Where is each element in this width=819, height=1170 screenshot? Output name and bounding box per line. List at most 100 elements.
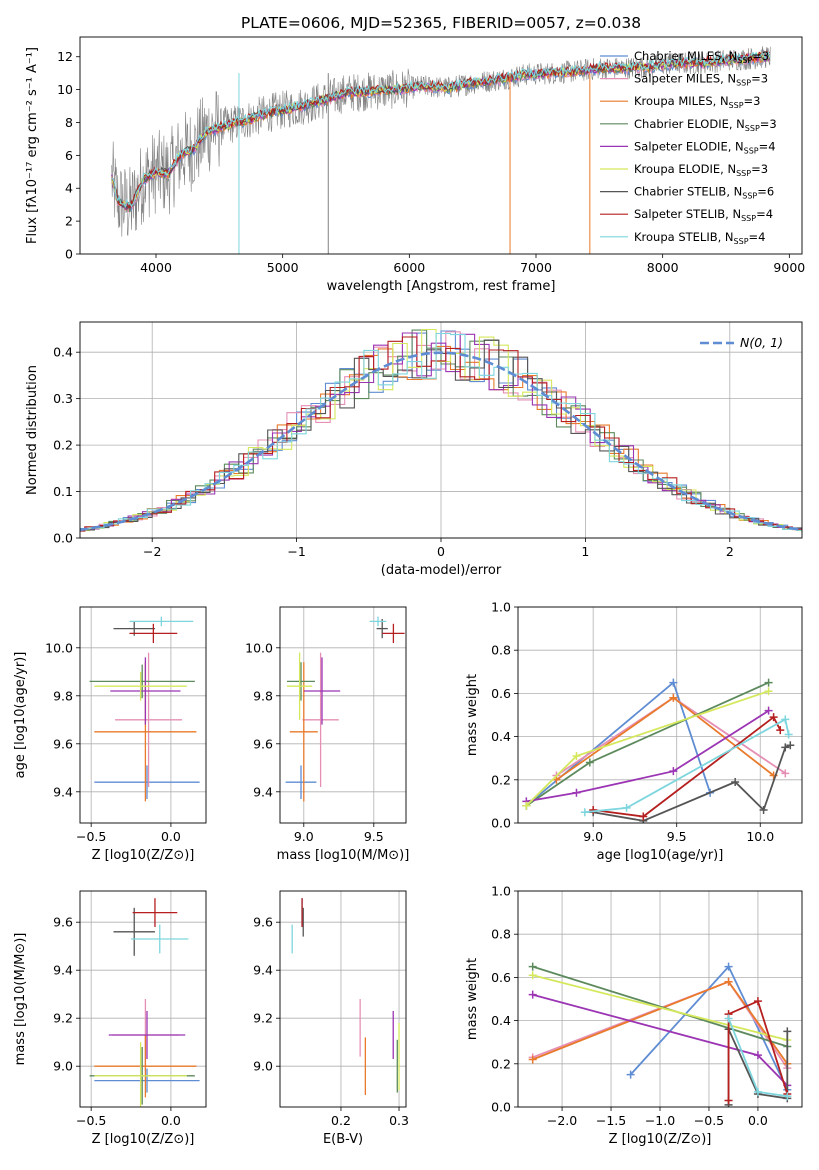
marker-plus — [522, 801, 531, 810]
age_vs_mass-panel: 9.0 9.5 9.4 9.6 9.8 10.0 mass [log10(M/M⊙)] — [245, 606, 410, 863]
y-tick-label: 0.8 — [491, 643, 511, 658]
marker-plus — [724, 977, 733, 986]
point-salpeter-elodie — [110, 657, 181, 725]
marker-plus — [784, 730, 793, 739]
y-tick-label: 8 — [65, 115, 73, 130]
axes-frame — [79, 890, 207, 1108]
x-tick-label: 6000 — [393, 260, 425, 275]
point-salpeter-stelib — [129, 623, 178, 643]
histogram-kroupa-stelib — [80, 332, 802, 531]
point-kroupa-miles — [94, 1035, 197, 1098]
x-tick-label: 9000 — [773, 260, 805, 275]
x-axis-label: wavelength [Angstrom, rest frame] — [327, 279, 556, 294]
marker-plus — [639, 812, 648, 821]
legend-label: Salpeter ELODIE, NSSP=4 — [634, 139, 776, 155]
x-tick-label: 10.0 — [746, 829, 774, 844]
y-tick-label: 9.0 — [253, 1059, 273, 1074]
point-chabrier-stelib — [113, 907, 155, 956]
y-axis-label: mass weight — [465, 674, 480, 756]
line-chabrier-elodie — [532, 965, 788, 1048]
x-tick-label: 9.5 — [364, 829, 384, 844]
y-tick-label: 0.1 — [53, 484, 73, 499]
axes-frame — [517, 606, 803, 824]
marker-plus — [731, 777, 740, 786]
axes-frame — [79, 36, 803, 255]
legend: Chabrier MILES, NSSP=3 Salpeter MILES, NS… — [600, 49, 777, 246]
point-kroupa-miles — [289, 662, 318, 802]
x-tick-label: 0.2 — [331, 1113, 351, 1128]
marker-plus — [783, 1027, 792, 1036]
x-tick-label: 0.3 — [389, 1113, 409, 1128]
point-kroupa-elodie — [287, 652, 313, 720]
y-tick-label: 9.6 — [53, 915, 73, 930]
point-salpeter-stelib — [382, 623, 405, 643]
x-tick-label: 2 — [726, 544, 734, 559]
gaussian-curve — [80, 351, 802, 532]
marker-plus — [572, 752, 581, 761]
x-tick-label: −1.0 — [645, 1113, 675, 1128]
y-axis-label: Normed distribution — [25, 365, 40, 495]
marker-plus — [669, 678, 678, 687]
point-kroupa-elodie — [94, 1042, 187, 1107]
y-tick-label: 1.0 — [491, 884, 511, 899]
y-tick-label: 10.0 — [245, 640, 273, 655]
age_vs_Z-panel: −0.5 0.0 9.4 9.6 9.8 10.0 Z [log10(Z/Z⊙)] age [… — [13, 606, 207, 863]
x-axis-label: (data-model)/error — [381, 563, 502, 578]
legend: N(0, 1) — [700, 335, 783, 350]
point-salpeter-elodie — [108, 1011, 186, 1059]
line-salpeter-elodie — [526, 709, 770, 803]
marker-plus — [580, 808, 589, 817]
y-tick-label: 0.6 — [491, 686, 511, 701]
line-kroupa-stelib — [584, 717, 790, 814]
point-salpeter-stelib — [132, 898, 178, 927]
x-axis-label: mass [log10(M/M⊙)] — [277, 848, 410, 863]
axes-frame — [279, 890, 407, 1108]
marker-plus — [585, 758, 594, 767]
marker-plus — [764, 706, 773, 715]
marker-plus — [786, 741, 795, 750]
y-tick-label: 9.6 — [253, 915, 273, 930]
x-tick-label: 7000 — [520, 260, 552, 275]
y-tick-label: 0.4 — [491, 729, 511, 744]
point-chabrier-miles — [94, 765, 200, 799]
marker-plus — [622, 803, 631, 812]
marker-plus — [783, 1092, 792, 1101]
histograms — [80, 328, 802, 533]
axes-frame — [79, 606, 207, 824]
point-kroupa-stelib — [129, 616, 194, 627]
point-salpeter-elodie — [303, 657, 341, 725]
x-tick-label: −0.5 — [76, 829, 106, 844]
legend-label: Chabrier MILES, NSSP=3 — [634, 49, 769, 65]
mass_vs_Z-panel: −0.5 0.0 9.0 9.2 9.4 9.6 Z [log10(Z/Z⊙)] mass [… — [13, 890, 207, 1147]
x-tick-label: 0.0 — [161, 1113, 181, 1128]
x-tick-label: 9.5 — [667, 829, 687, 844]
y-tick-label: 2 — [65, 214, 73, 229]
errorbars — [89, 898, 200, 1107]
y-tick-label: 10.0 — [45, 640, 73, 655]
marker-plus — [626, 1070, 635, 1079]
errorbars — [291, 898, 400, 1095]
point-chabrier-miles — [94, 1068, 200, 1093]
legend-label: Chabrier ELODIE, NSSP=3 — [634, 117, 777, 133]
line-kroupa-elodie — [532, 974, 788, 1041]
y-tick-label: 0.8 — [491, 927, 511, 942]
marker-plus — [528, 962, 537, 971]
y-tick-label: 6 — [65, 148, 73, 163]
line-kroupa-miles — [555, 696, 775, 781]
legend-label: Kroupa ELODIE, NSSP=3 — [634, 162, 768, 178]
marker-plus — [724, 1096, 733, 1105]
marker-plus — [764, 678, 773, 687]
legend-label: Salpeter STELIB, NSSP=4 — [634, 207, 773, 223]
y-tick-label: 0.2 — [491, 772, 511, 787]
y-tick-label: 9.4 — [53, 963, 73, 978]
axes-frame — [517, 890, 803, 1108]
spectrum-panel: 4000 5000 6000 7000 8000 9000 0 2 4 6 8 10 12 PLATE=0… — [25, 14, 805, 294]
marker-plus — [776, 726, 785, 735]
point-chabrier-miles — [285, 765, 317, 799]
x-tick-label: −0.5 — [694, 1113, 724, 1128]
marker-plus — [528, 1055, 537, 1064]
x-axis-label: Z [log10(Z/Z⊙)] — [92, 848, 195, 863]
x-tick-label: −0.5 — [76, 1113, 106, 1128]
marker-plus — [669, 767, 678, 776]
